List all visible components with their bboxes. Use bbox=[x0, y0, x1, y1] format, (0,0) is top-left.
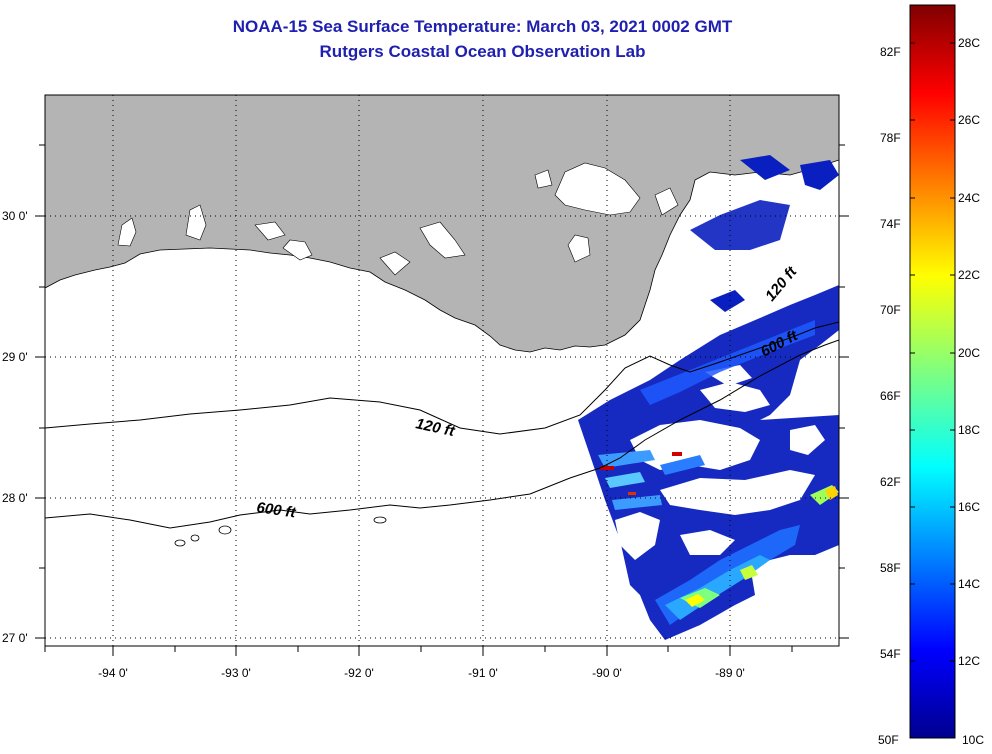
colorbar-f-label: 66F bbox=[880, 389, 901, 403]
colorbar-f-label: 62F bbox=[880, 475, 901, 489]
map-title: NOAA-15 Sea Surface Temperature: March 0… bbox=[232, 17, 733, 36]
lake-pontchartrain bbox=[554, 162, 641, 216]
colorbar-ticks bbox=[910, 42, 955, 662]
colorbar-c-label: 20C bbox=[958, 346, 980, 360]
lon-tick-label: -92 0' bbox=[344, 666, 374, 680]
contour-120ft bbox=[45, 321, 839, 435]
lake-small-3 bbox=[282, 239, 313, 261]
colorbar-c-label: 14C bbox=[958, 577, 980, 591]
land-mass bbox=[45, 95, 839, 353]
lat-tick-label: 28 0' bbox=[2, 491, 28, 505]
lon-tick-label: -91 0' bbox=[468, 666, 498, 680]
colorbar-f-label: 54F bbox=[880, 647, 901, 661]
colorbar-c-label: 22C bbox=[958, 268, 980, 282]
lat-tick-label: 30 0' bbox=[2, 209, 28, 223]
colorbar-f-label: 70F bbox=[880, 303, 901, 317]
lake-small-2 bbox=[185, 204, 207, 241]
lake-small-7 bbox=[379, 251, 411, 276]
colorbar-c-label: 28C bbox=[958, 36, 980, 50]
lake-small-8 bbox=[534, 169, 553, 189]
colorbar-c-label: 18C bbox=[958, 423, 980, 437]
colorbar-f-label: 58F bbox=[880, 561, 901, 575]
lake-small-1 bbox=[117, 217, 137, 247]
colorbar-f-label: 82F bbox=[880, 45, 901, 59]
map-subtitle: Rutgers Coastal Ocean Observation Lab bbox=[319, 42, 646, 61]
lon-tick-label: -94 0' bbox=[98, 666, 128, 680]
contour-600ft bbox=[45, 339, 839, 529]
lake-small-9 bbox=[654, 187, 679, 216]
lat-lon-grid bbox=[45, 95, 839, 646]
colorbar-f-label: 78F bbox=[880, 131, 901, 145]
colorbar-c-label: 26C bbox=[958, 113, 980, 127]
lake-small-6 bbox=[567, 234, 591, 263]
sst-swath bbox=[578, 155, 839, 646]
colorbar-f-label: 50F bbox=[878, 733, 899, 747]
lat-tick-label: 27 0' bbox=[2, 631, 28, 645]
map-frame bbox=[44, 94, 840, 647]
colorbar-c-label: 24C bbox=[958, 191, 980, 205]
colorbar-c-label: 16C bbox=[958, 500, 980, 514]
lon-tick-label: -90 0' bbox=[592, 666, 622, 680]
frame-ticks bbox=[35, 144, 849, 656]
colorbar-c-label: 12C bbox=[958, 654, 980, 668]
colorbar bbox=[909, 4, 956, 739]
colorbar-f-label: 74F bbox=[880, 217, 901, 231]
contour-label-600ft-west: 600 ft bbox=[255, 499, 297, 521]
lon-tick-label: -93 0' bbox=[221, 666, 251, 680]
lon-tick-label: -89 0' bbox=[715, 666, 745, 680]
colorbar-c-label: 10C bbox=[962, 733, 984, 747]
lake-small-5 bbox=[419, 221, 466, 259]
lake-small-4 bbox=[254, 221, 286, 241]
lat-tick-label: 29 0' bbox=[2, 350, 28, 364]
